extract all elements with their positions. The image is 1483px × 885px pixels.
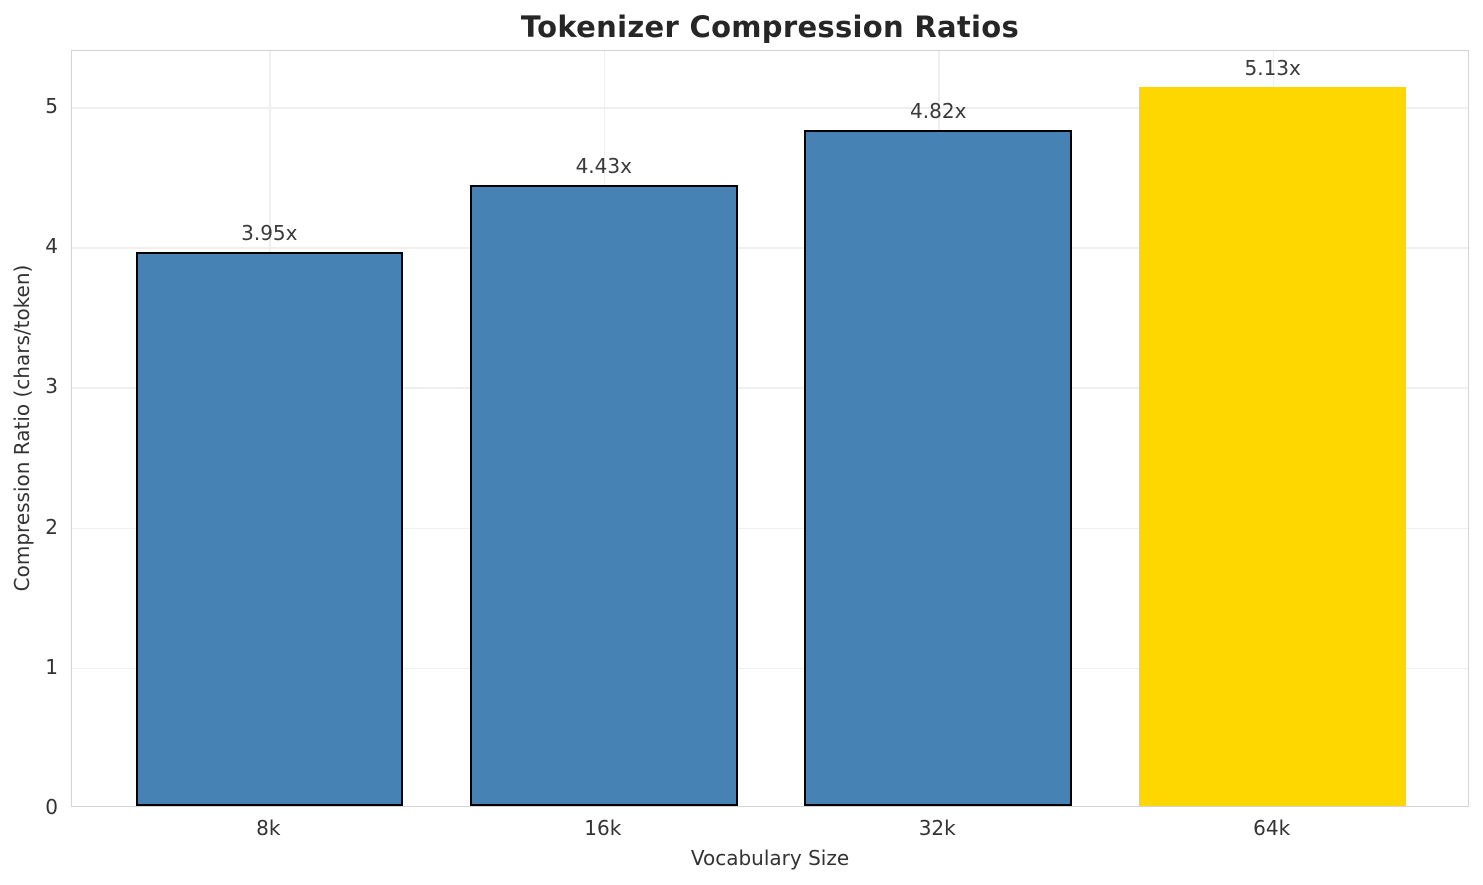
bar-value-label: 5.13x bbox=[1244, 55, 1301, 80]
gridline-horizontal bbox=[72, 247, 1468, 249]
gridline-horizontal bbox=[72, 107, 1468, 109]
bar-value-label: 4.43x bbox=[575, 153, 632, 178]
y-tick-label: 1 bbox=[45, 654, 58, 679]
y-tick-label: 0 bbox=[45, 795, 58, 819]
x-tick-label: 64k bbox=[1253, 816, 1291, 840]
gridline-horizontal bbox=[72, 387, 1468, 389]
gridline-horizontal bbox=[72, 527, 1468, 530]
y-tick-label: 3 bbox=[45, 374, 58, 399]
x-tick-label: 32k bbox=[918, 816, 956, 840]
x-axis-label: Vocabulary Size bbox=[690, 846, 850, 870]
y-tick-label: 5 bbox=[45, 94, 58, 119]
chart-title: Tokenizer Compression Ratios bbox=[520, 10, 1020, 44]
bar-16k bbox=[469, 184, 738, 806]
y-tick-label: 2 bbox=[45, 514, 58, 539]
x-tick-label: 8k bbox=[256, 816, 281, 840]
bar-value-label: 3.95x bbox=[241, 221, 298, 246]
x-tick-label: 16k bbox=[584, 816, 622, 840]
bar-32k bbox=[804, 130, 1072, 806]
plot-area: 3.95x 4.43x 4.82x 5.13x bbox=[71, 50, 1469, 807]
bar-64k bbox=[1138, 86, 1407, 806]
y-axis-label: Compression Ratio (chars/token) bbox=[10, 264, 34, 592]
bar-8k bbox=[135, 252, 404, 806]
y-tick-label: 4 bbox=[45, 234, 58, 259]
gridline-horizontal bbox=[72, 667, 1468, 670]
bar-value-label: 4.82x bbox=[910, 99, 967, 124]
